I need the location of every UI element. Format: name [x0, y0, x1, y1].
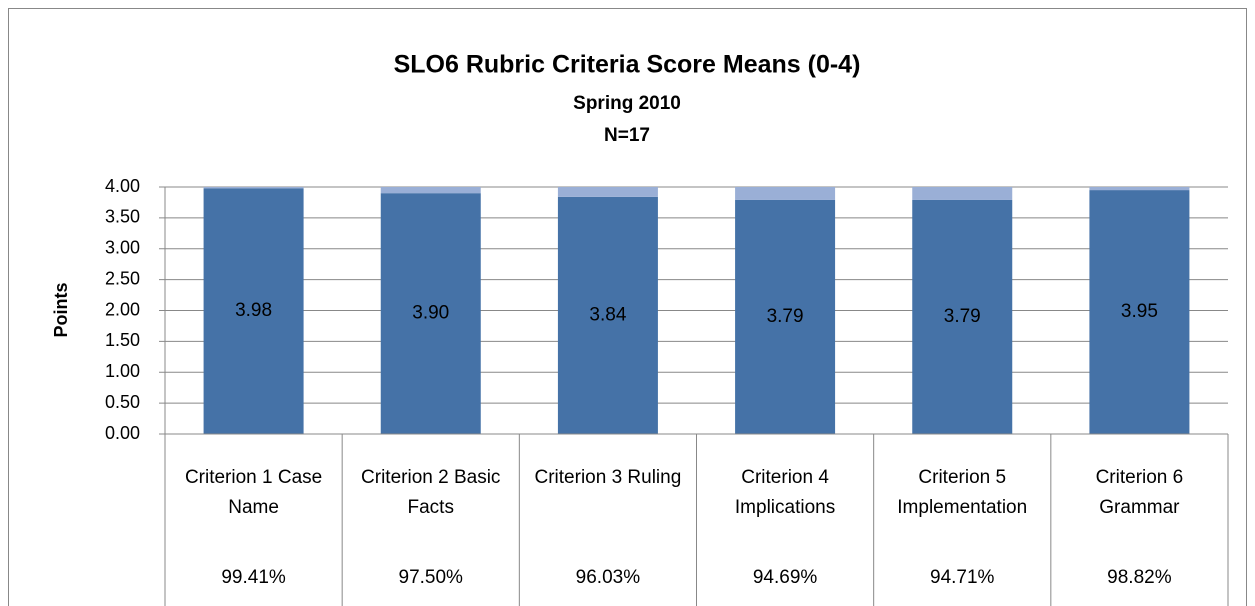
table-value: 96.03%: [575, 567, 641, 588]
bar-segment: [735, 199, 836, 434]
y-axis-label: Points: [51, 282, 71, 337]
bar-segment: [912, 199, 1013, 434]
chart-subtitle: Spring 2010: [573, 93, 681, 114]
chart-subtitle: N=17: [604, 125, 650, 146]
x-tick-label: Criterion 4 Implications: [734, 467, 836, 518]
table-value: 98.82%: [1107, 567, 1172, 588]
table-value: 94.71%: [930, 567, 995, 588]
bar-segment: [735, 187, 836, 200]
y-tick-label: 3.50: [105, 207, 140, 227]
data-label: 3.79: [944, 306, 981, 327]
data-label: 3.84: [589, 304, 626, 325]
y-tick-label: 2.50: [105, 268, 140, 288]
table-value: 99.41%: [221, 567, 286, 588]
data-label: 3.90: [412, 303, 449, 324]
y-tick-label: 0.50: [105, 392, 140, 412]
y-tick-label: 4.00: [105, 176, 140, 196]
bar-segment: [557, 196, 658, 434]
chart-title: SLO6 Rubric Criteria Score Means (0-4): [394, 51, 861, 79]
bar-segment: [1089, 187, 1190, 191]
bar-segment: [912, 187, 1013, 200]
x-tick-label: Criterion 5 Implementation: [897, 467, 1028, 518]
data-label: 3.79: [767, 306, 804, 327]
chart-frame: [8, 8, 1247, 606]
y-tick-label: 3.00: [105, 238, 140, 258]
x-tick-label: Criterion 3 Ruling: [534, 467, 682, 488]
bar-segment: [380, 187, 481, 194]
x-tick-label: Criterion 6 Grammar: [1095, 467, 1184, 518]
x-tick-label: Criterion 2 Basic Facts: [361, 467, 501, 518]
x-tick-label: Criterion 1 Case Name: [184, 467, 323, 518]
y-tick-label: 2.00: [105, 299, 140, 319]
data-label: 3.95: [1121, 301, 1158, 322]
y-tick-label: 1.00: [105, 361, 140, 381]
bar-segment: [203, 187, 304, 189]
table-value: 97.50%: [398, 567, 463, 588]
data-label: 3.98: [235, 300, 272, 321]
y-tick-label: 0.00: [105, 423, 140, 443]
bar-segment: [1089, 190, 1190, 434]
table-value: 94.69%: [752, 567, 818, 588]
bar-segment: [203, 188, 304, 434]
bar-segment: [557, 187, 658, 197]
bar-segment: [380, 193, 481, 434]
y-tick-label: 1.50: [105, 330, 140, 350]
